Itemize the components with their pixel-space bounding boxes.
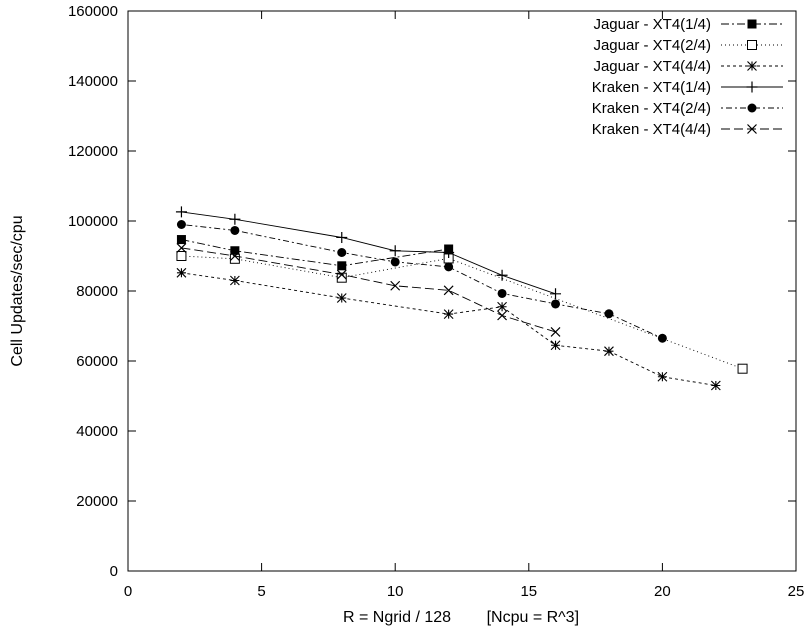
- data-point: [336, 231, 348, 243]
- data-point: [389, 245, 401, 257]
- legend-label: Kraken - XT4(2/4): [592, 100, 711, 117]
- data-point: [497, 310, 508, 321]
- series-1: [176, 235, 454, 271]
- data-point: [604, 346, 614, 357]
- legend-label: Kraken - XT4(4/4): [592, 121, 711, 138]
- data-point: [747, 40, 757, 50]
- legend-entry-2: Jaguar - XT4(2/4): [593, 37, 783, 54]
- data-point: [657, 333, 667, 343]
- data-point: [747, 103, 757, 113]
- data-point: [496, 269, 508, 281]
- legend-entry-1: Jaguar - XT4(1/4): [593, 16, 783, 33]
- data-point: [390, 280, 401, 291]
- data-point: [176, 235, 186, 245]
- legend-entry-3: Jaguar - XT4(4/4): [593, 58, 783, 75]
- x-tick-label: 10: [387, 583, 404, 600]
- data-point: [230, 246, 240, 256]
- data-point: [337, 248, 347, 257]
- x-tick-label: 15: [520, 583, 537, 600]
- y-tick-label: 120000: [68, 143, 118, 160]
- data-point: [497, 301, 507, 312]
- legend-entry-4: Kraken - XT4(1/4): [592, 79, 783, 96]
- y-axis-label: Cell Updates/sec/cpu: [9, 215, 26, 366]
- legend-label: Jaguar - XT4(2/4): [593, 37, 711, 54]
- data-point: [747, 61, 757, 71]
- data-point: [444, 262, 454, 272]
- data-point: [550, 327, 561, 337]
- data-point: [737, 363, 748, 374]
- data-point: [175, 206, 187, 218]
- legend-label: Jaguar - XT4(1/4): [593, 16, 711, 33]
- series-2: [176, 251, 748, 374]
- y-tick-label: 0: [110, 563, 118, 580]
- data-point: [229, 253, 240, 264]
- x-tick-label: 25: [788, 583, 805, 600]
- x-axis-label: R = Ngrid / 128 [Ncpu = R^3]: [343, 609, 579, 626]
- data-point: [176, 220, 186, 229]
- series-line: [181, 224, 663, 339]
- data-point: [229, 275, 240, 286]
- legend-entry-5: Kraken - XT4(2/4): [592, 100, 783, 117]
- series-6: [176, 243, 561, 337]
- data-point: [176, 251, 187, 261]
- data-point: [336, 293, 347, 303]
- y-tick-label: 80000: [76, 283, 118, 300]
- data-point: [337, 261, 347, 271]
- series-layer: [175, 206, 748, 391]
- data-point: [443, 309, 454, 319]
- x-tick-label: 20: [654, 583, 671, 600]
- series-4: [175, 206, 562, 300]
- legend-label: Jaguar - XT4(4/4): [593, 58, 711, 75]
- data-point: [390, 257, 400, 267]
- data-point: [443, 285, 454, 296]
- data-point: [710, 380, 721, 391]
- data-point: [336, 269, 347, 280]
- data-point: [746, 81, 758, 93]
- x-tick-label: 5: [257, 583, 265, 600]
- axis-ticks: 0 5 10 15 20 25 0 20000 40000 60000 80000 100000 120…: [68, 3, 804, 600]
- y-tick-label: 100000: [68, 213, 118, 230]
- legend-entry-6: Kraken - XT4(4/4): [592, 121, 783, 138]
- data-point: [230, 225, 240, 235]
- data-point: [550, 340, 561, 351]
- y-tick-label: 40000: [76, 423, 118, 440]
- data-point: [229, 213, 241, 225]
- data-point: [747, 124, 757, 134]
- data-point: [176, 267, 187, 278]
- data-point: [551, 299, 561, 309]
- data-point: [497, 288, 507, 298]
- y-tick-label: 60000: [76, 353, 118, 370]
- data-point: [176, 243, 187, 253]
- legend-label: Kraken - XT4(1/4): [592, 79, 711, 96]
- data-point: [229, 251, 240, 261]
- y-tick-label: 20000: [76, 493, 118, 510]
- data-point: [443, 247, 455, 258]
- data-point: [657, 371, 668, 382]
- data-point: [336, 272, 347, 283]
- data-point: [747, 19, 757, 29]
- series-3: [176, 267, 721, 391]
- series-5: [176, 220, 667, 343]
- x-tick-label: 0: [124, 583, 132, 600]
- series-line: [181, 239, 449, 267]
- legend: Jaguar - XT4(1/4) Jaguar - XT4(2/4) Jaguar…: [592, 16, 783, 138]
- y-tick-label: 160000: [68, 3, 118, 20]
- y-tick-label: 140000: [68, 73, 118, 90]
- data-point: [550, 288, 562, 300]
- data-point: [604, 309, 614, 319]
